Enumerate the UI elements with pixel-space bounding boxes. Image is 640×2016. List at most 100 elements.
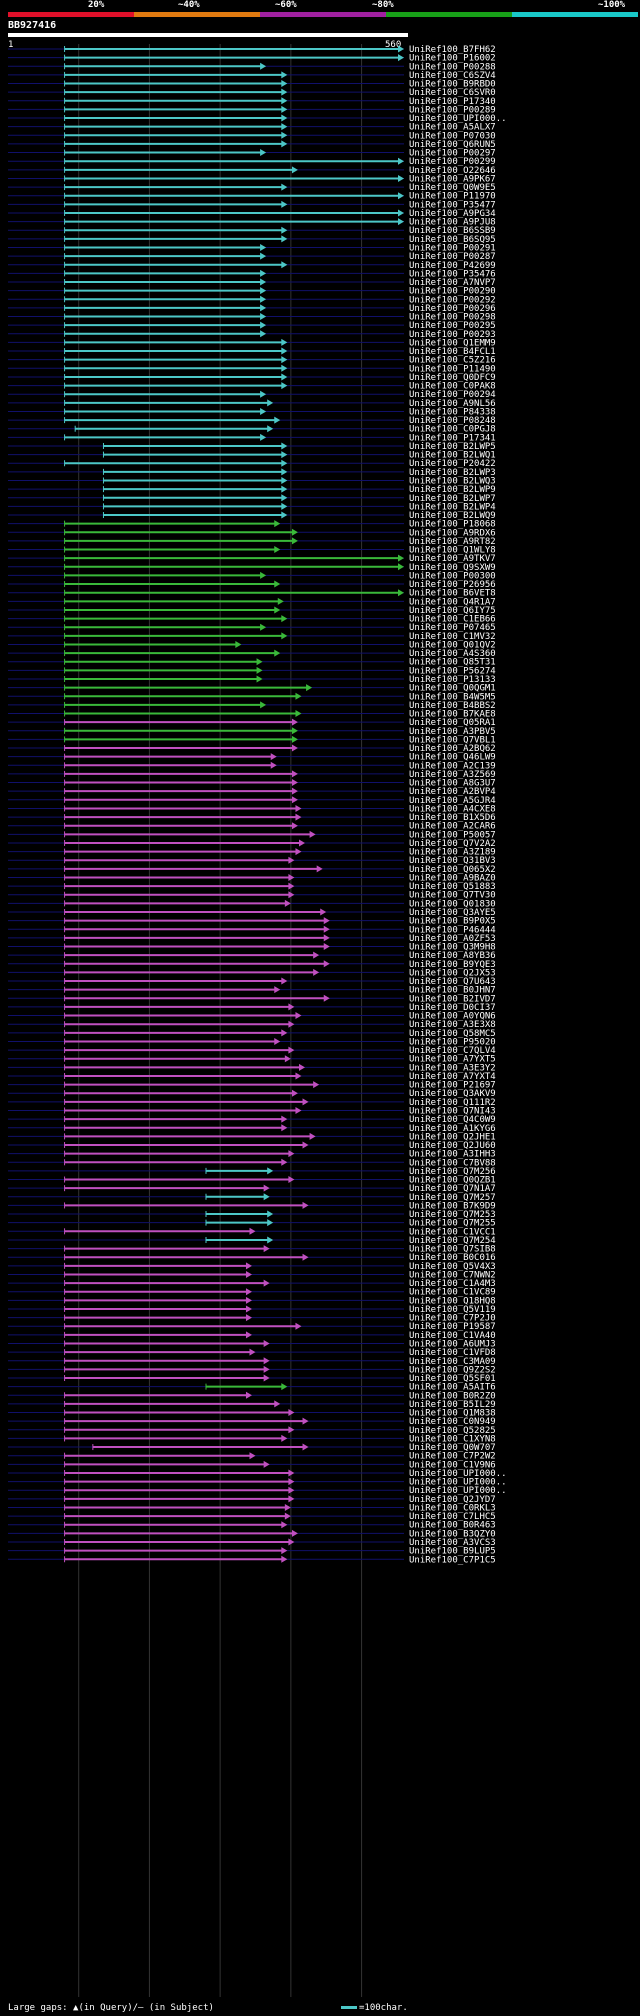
hit-label[interactable]: UniRef100_Q5SF01 — [409, 1374, 496, 1384]
hit-label[interactable]: UniRef100_A8YB36 — [409, 951, 496, 961]
hit-label[interactable]: UniRef100_C7P2J0 — [409, 1314, 496, 1324]
hit-label[interactable]: UniRef100_Q0W707 — [409, 1443, 496, 1453]
hit-label[interactable]: UniRef100_A6UMJ3 — [409, 1340, 496, 1350]
hit-label[interactable]: UniRef100_C7LHC5 — [409, 1512, 496, 1522]
hit-label[interactable]: UniRef100_A9NL56 — [409, 399, 496, 409]
hit-label[interactable]: UniRef100_B2LWQ3 — [409, 477, 496, 487]
hit-label[interactable]: UniRef100_Q7M257 — [409, 1193, 496, 1203]
hit-label[interactable]: UniRef100_A9PJU8 — [409, 218, 496, 228]
hit-label[interactable]: UniRef100_A5ALX7 — [409, 123, 496, 133]
hit-label[interactable]: UniRef100_P00295 — [409, 321, 496, 331]
hit-label[interactable]: UniRef100_Q46LW9 — [409, 753, 496, 763]
hit-label[interactable]: UniRef100_C1VFD8 — [409, 1348, 496, 1358]
hit-label[interactable]: UniRef100_B2LWP4 — [409, 502, 496, 512]
hit-label[interactable]: UniRef100_Q3M9H8 — [409, 943, 496, 953]
hit-label[interactable]: UniRef100_Q9Z2S2 — [409, 1365, 496, 1375]
hit-label[interactable]: UniRef100_Q3AYE5 — [409, 908, 496, 918]
hit-label[interactable]: UniRef100_P20422 — [409, 459, 496, 469]
hit-label[interactable]: UniRef100_P00290 — [409, 287, 496, 297]
hit-label[interactable]: UniRef100_B1X5D6 — [409, 813, 496, 823]
hit-label[interactable]: UniRef100_C1VCC1 — [409, 1227, 496, 1237]
hit-label[interactable]: UniRef100_B4FCL1 — [409, 347, 496, 357]
hit-label[interactable]: UniRef100_Q1M838 — [409, 1409, 496, 1419]
hit-label[interactable]: UniRef100_A9PG34 — [409, 209, 496, 219]
hit-label[interactable]: UniRef100_P00291 — [409, 243, 496, 253]
hit-label[interactable]: UniRef100_A9RDX6 — [409, 528, 496, 538]
hit-label[interactable]: UniRef100_P19587 — [409, 1322, 496, 1332]
hit-label[interactable]: UniRef100_C1VA40 — [409, 1331, 496, 1341]
hit-label[interactable]: UniRef100_B0JHN7 — [409, 986, 496, 996]
hit-label[interactable]: UniRef100_P00299 — [409, 157, 496, 167]
hit-label[interactable]: UniRef100_Q0QZB1 — [409, 1176, 496, 1186]
hit-label[interactable]: UniRef100_UPI000.. — [409, 114, 507, 124]
hit-label[interactable]: UniRef100_Q0QGM1 — [409, 684, 496, 694]
hit-label[interactable]: UniRef100_A2CAR6 — [409, 822, 496, 832]
hit-label[interactable]: UniRef100_Q065X2 — [409, 865, 496, 875]
hit-label[interactable]: UniRef100_C6SZV4 — [409, 71, 496, 81]
hit-label[interactable]: UniRef100_Q2JX53 — [409, 968, 496, 978]
hit-label[interactable]: UniRef100_Q52825 — [409, 1426, 496, 1436]
hit-label[interactable]: UniRef100_Q7M253 — [409, 1210, 496, 1220]
hit-label[interactable]: UniRef100_P07465 — [409, 623, 496, 633]
hit-label[interactable]: UniRef100_P00289 — [409, 105, 496, 115]
hit-label[interactable]: UniRef100_B7FH62 — [409, 45, 496, 55]
hit-label[interactable]: UniRef100_Q6IY75 — [409, 606, 496, 616]
hit-label[interactable]: UniRef100_Q2JU60 — [409, 1141, 496, 1151]
hit-label[interactable]: UniRef100_Q4R1A7 — [409, 597, 496, 607]
hit-label[interactable]: UniRef100_P35477 — [409, 200, 496, 210]
hit-label[interactable]: UniRef100_Q7N1A7 — [409, 1184, 496, 1194]
hit-label[interactable]: UniRef100_Q7SIB8 — [409, 1245, 496, 1255]
hit-label[interactable]: UniRef100_Q7M255 — [409, 1219, 496, 1229]
hit-label[interactable]: UniRef100_P00287 — [409, 252, 496, 262]
hit-label[interactable]: UniRef100_Q0W9E5 — [409, 183, 496, 193]
hit-label[interactable]: UniRef100_B2LWQ1 — [409, 451, 496, 461]
hit-label[interactable]: UniRef100_Q2JHE1 — [409, 1132, 496, 1142]
hit-label[interactable]: UniRef100_D0CI37 — [409, 1003, 496, 1013]
hit-label[interactable]: UniRef100_A9BAZ0 — [409, 873, 496, 883]
hit-label[interactable]: UniRef100_Q5V119 — [409, 1305, 496, 1315]
hit-label[interactable]: UniRef100_B2IVD7 — [409, 994, 496, 1004]
hit-label[interactable]: UniRef100_Q7V2A2 — [409, 839, 496, 849]
hit-label[interactable]: UniRef100_B0C016 — [409, 1253, 496, 1263]
hit-label[interactable]: UniRef100_P35476 — [409, 269, 496, 279]
hit-label[interactable]: UniRef100_A2BVP4 — [409, 787, 496, 797]
hit-label[interactable]: UniRef100_P16002 — [409, 54, 496, 64]
hit-label[interactable]: UniRef100_B7K9D9 — [409, 1201, 496, 1211]
hit-label[interactable]: UniRef100_A4S360 — [409, 649, 496, 659]
hit-label[interactable]: UniRef100_A5AIT6 — [409, 1383, 496, 1393]
hit-label[interactable]: UniRef100_UPI000.. — [409, 1486, 507, 1496]
hit-label[interactable]: UniRef100_Q7TV30 — [409, 891, 496, 901]
hit-label[interactable]: UniRef100_Q9SXW9 — [409, 563, 496, 573]
hit-label[interactable]: UniRef100_A2C139 — [409, 761, 496, 771]
hit-label[interactable]: UniRef100_P26956 — [409, 580, 496, 590]
hit-label[interactable]: UniRef100_P00300 — [409, 571, 496, 581]
hit-label[interactable]: UniRef100_P00296 — [409, 304, 496, 314]
hit-label[interactable]: UniRef100_B2LWP5 — [409, 442, 496, 452]
hit-label[interactable]: UniRef100_A1KYG6 — [409, 1124, 496, 1134]
hit-label[interactable]: UniRef100_P11970 — [409, 192, 496, 202]
hit-label[interactable]: UniRef100_P00292 — [409, 295, 496, 305]
hit-label[interactable]: UniRef100_C7P2W2 — [409, 1452, 496, 1462]
hit-label[interactable]: UniRef100_C0RKL3 — [409, 1503, 496, 1513]
hit-label[interactable]: UniRef100_Q6RUN5 — [409, 140, 496, 150]
hit-label[interactable]: UniRef100_B0R463 — [409, 1521, 496, 1531]
hit-label[interactable]: UniRef100_Q31BV3 — [409, 856, 496, 866]
hit-label[interactable]: UniRef100_A3IHH3 — [409, 1150, 496, 1160]
hit-label[interactable]: UniRef100_A7NVP7 — [409, 278, 496, 288]
hit-label[interactable]: UniRef100_P00297 — [409, 149, 496, 159]
hit-label[interactable]: UniRef100_Q58MC5 — [409, 1029, 496, 1039]
hit-label[interactable]: UniRef100_Q7U643 — [409, 977, 496, 987]
hit-label[interactable]: UniRef100_B9P0X5 — [409, 917, 496, 927]
hit-label[interactable]: UniRef100_A7YXT5 — [409, 1055, 496, 1065]
hit-label[interactable]: UniRef100_B9YQE3 — [409, 960, 496, 970]
hit-label[interactable]: UniRef100_Q5V4X3 — [409, 1262, 496, 1272]
hit-label[interactable]: UniRef100_Q01QV2 — [409, 640, 496, 650]
hit-label[interactable]: UniRef100_A3VCS3 — [409, 1538, 496, 1548]
hit-label[interactable]: UniRef100_C0PAK8 — [409, 382, 496, 392]
hit-label[interactable]: UniRef100_C1EB66 — [409, 615, 496, 625]
hit-label[interactable]: UniRef100_C1VC89 — [409, 1288, 496, 1298]
hit-label[interactable]: UniRef100_P84338 — [409, 407, 496, 417]
hit-label[interactable]: UniRef100_B2LWP7 — [409, 494, 496, 504]
hit-label[interactable]: UniRef100_P00294 — [409, 390, 496, 400]
hit-label[interactable]: UniRef100_C7BV88 — [409, 1158, 496, 1168]
